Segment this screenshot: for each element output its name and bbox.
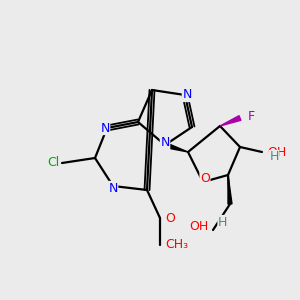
Text: F: F bbox=[248, 110, 255, 122]
Text: Cl: Cl bbox=[47, 157, 59, 169]
Text: CH₃: CH₃ bbox=[165, 238, 188, 251]
Text: H: H bbox=[269, 151, 279, 164]
Polygon shape bbox=[220, 116, 241, 126]
Text: N: N bbox=[108, 182, 118, 194]
Polygon shape bbox=[228, 175, 232, 204]
Text: O: O bbox=[200, 172, 210, 184]
Text: OH: OH bbox=[267, 146, 286, 158]
Text: N: N bbox=[182, 88, 192, 101]
Text: N: N bbox=[100, 122, 110, 134]
Text: H: H bbox=[218, 215, 227, 229]
Text: N: N bbox=[160, 136, 170, 149]
Text: O: O bbox=[165, 212, 175, 224]
Text: OH: OH bbox=[189, 220, 208, 233]
Polygon shape bbox=[164, 142, 188, 152]
